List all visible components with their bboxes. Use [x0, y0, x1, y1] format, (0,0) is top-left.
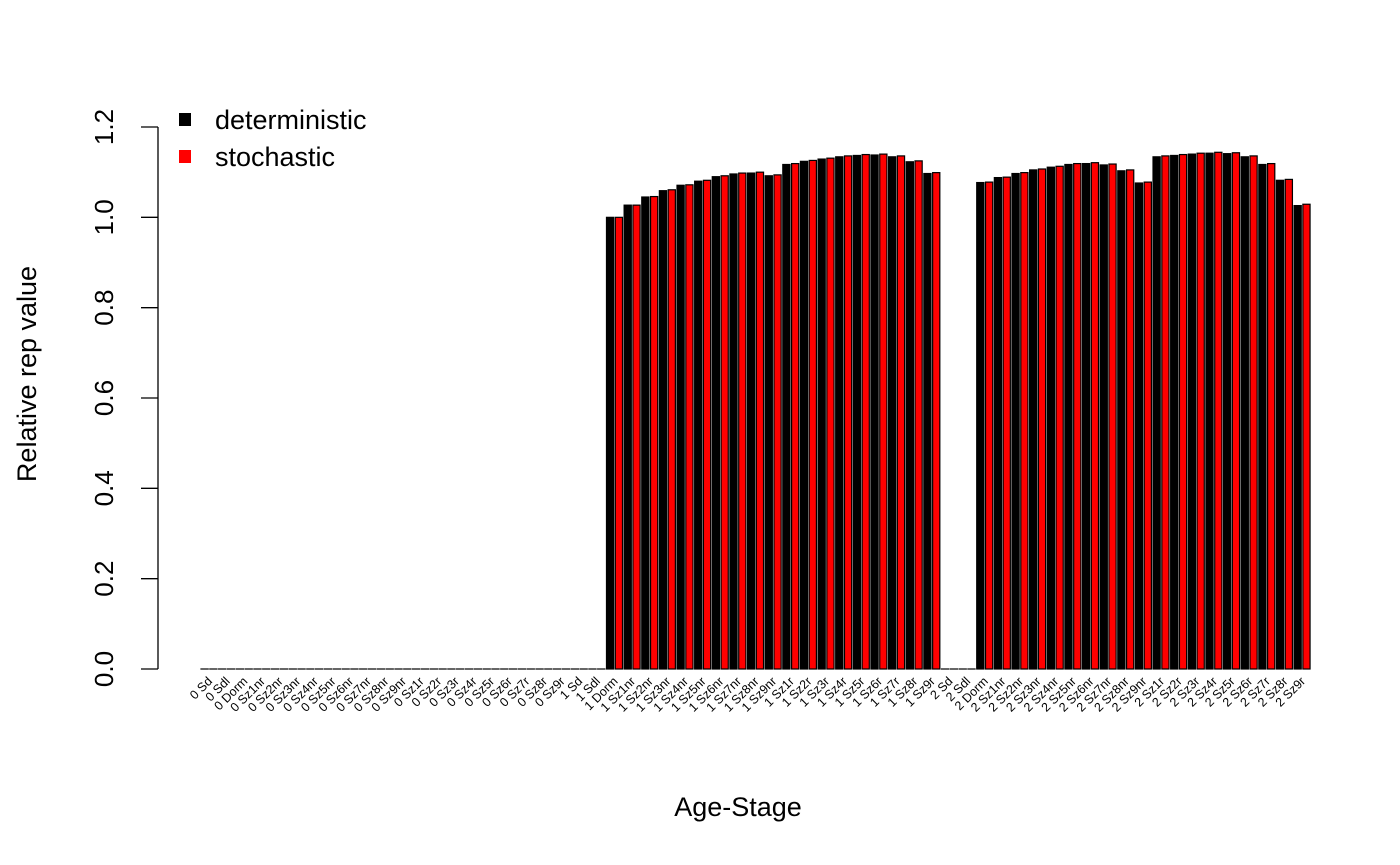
bar-stochastic [1284, 178, 1294, 670]
bar-stochastic [932, 172, 941, 670]
bar-deterministic [923, 172, 932, 670]
bar-stochastic [826, 157, 835, 670]
bar-deterministic [605, 216, 615, 670]
bar-stochastic [843, 155, 853, 670]
bar-stochastic [1037, 168, 1047, 670]
bar-deterministic [711, 176, 721, 670]
bar-deterministic [1240, 156, 1249, 670]
bar-deterministic [852, 154, 862, 670]
bar-deterministic [905, 161, 915, 670]
bar-deterministic [1170, 154, 1179, 670]
bar-stochastic [720, 175, 729, 670]
bar-deterministic [729, 173, 738, 670]
bar-deterministic [641, 196, 650, 670]
bar-deterministic [1011, 172, 1020, 670]
bar-deterministic [1293, 204, 1302, 670]
bar-stochastic [1266, 162, 1276, 670]
bar-deterministic [817, 158, 826, 670]
bar-deterministic [658, 190, 668, 670]
bar-deterministic [1029, 169, 1038, 670]
bars-layer [200, 151, 1311, 670]
bar-stochastic [1143, 181, 1152, 670]
legend-label: deterministic [215, 105, 367, 135]
bar-deterministic [1099, 164, 1108, 670]
bar-stochastic [914, 160, 923, 670]
bar-stochastic [879, 153, 888, 670]
bar-deterministic [1046, 166, 1056, 670]
bar-deterministic [976, 181, 985, 670]
bar-stochastic [1002, 176, 1011, 670]
bar-deterministic [1134, 182, 1144, 670]
bar-stochastic [1055, 165, 1064, 670]
legend-swatch [179, 113, 191, 126]
bar-deterministic [1187, 153, 1197, 670]
y-tick-label: 0.6 [89, 380, 119, 416]
bar-stochastic [685, 184, 694, 670]
bar-stochastic [790, 162, 800, 670]
bar-stochastic [755, 171, 765, 670]
bar-deterministic [870, 154, 879, 670]
bar-deterministic [1152, 156, 1161, 670]
bar-stochastic [896, 155, 906, 670]
bar-deterministic [1258, 163, 1267, 670]
y-tick-label: 0.0 [89, 651, 119, 687]
bar-stochastic [1090, 162, 1100, 670]
bar-deterministic [887, 156, 897, 670]
bar-stochastic [808, 159, 818, 670]
bar-stochastic [984, 181, 994, 670]
bar-stochastic [1125, 169, 1135, 670]
bar-stochastic [1196, 152, 1205, 670]
bar-stochastic [773, 174, 782, 670]
bar-stochastic [614, 216, 624, 670]
bar-stochastic [1073, 162, 1082, 670]
bar-stochastic [738, 172, 747, 670]
bar-stochastic [1249, 155, 1258, 670]
bar-stochastic [1214, 151, 1223, 670]
bar-stochastic [1231, 152, 1241, 670]
bar-stochastic [667, 189, 676, 670]
bar-deterministic [676, 184, 685, 670]
bar-deterministic [835, 156, 844, 670]
legend-label: stochastic [215, 142, 335, 172]
bar-stochastic [1161, 155, 1170, 670]
bar-stochastic [1108, 163, 1117, 670]
bar-stochastic [861, 153, 870, 670]
y-tick-label: 0.8 [89, 290, 119, 326]
y-tick-label: 1.0 [89, 199, 119, 235]
bar-deterministic [799, 160, 809, 670]
bar-deterministic [1205, 152, 1214, 670]
bar-deterministic [623, 204, 632, 670]
y-tick-label: 1.2 [89, 109, 119, 145]
bar-deterministic [1222, 153, 1232, 670]
y-axis: 0.0 0.2 0.4 0.6 0.8 1.0 1.2 [89, 109, 159, 687]
bar-stochastic [632, 204, 641, 670]
y-tick-label: 0.2 [89, 561, 119, 597]
legend-swatch [179, 150, 191, 163]
bar-deterministic [993, 176, 1003, 670]
bar-deterministic [1117, 170, 1126, 670]
bar-stochastic [702, 179, 712, 670]
legend: deterministic stochastic [179, 105, 367, 172]
bar-stochastic [1020, 172, 1029, 670]
bar-stochastic [1178, 153, 1188, 670]
y-tick-label: 0.4 [89, 470, 119, 506]
bar-stochastic [649, 195, 659, 670]
bar-deterministic [764, 175, 773, 670]
bar-deterministic [694, 180, 703, 670]
bar-deterministic [782, 163, 791, 670]
bar-deterministic [1064, 163, 1073, 670]
bar-stochastic [1302, 203, 1311, 670]
bar-deterministic [1275, 179, 1285, 670]
y-axis-title: Relative rep value [12, 266, 42, 482]
x-axis-title: Age-Stage [674, 792, 802, 822]
bar-deterministic [1081, 162, 1091, 670]
bar-deterministic [746, 172, 756, 670]
